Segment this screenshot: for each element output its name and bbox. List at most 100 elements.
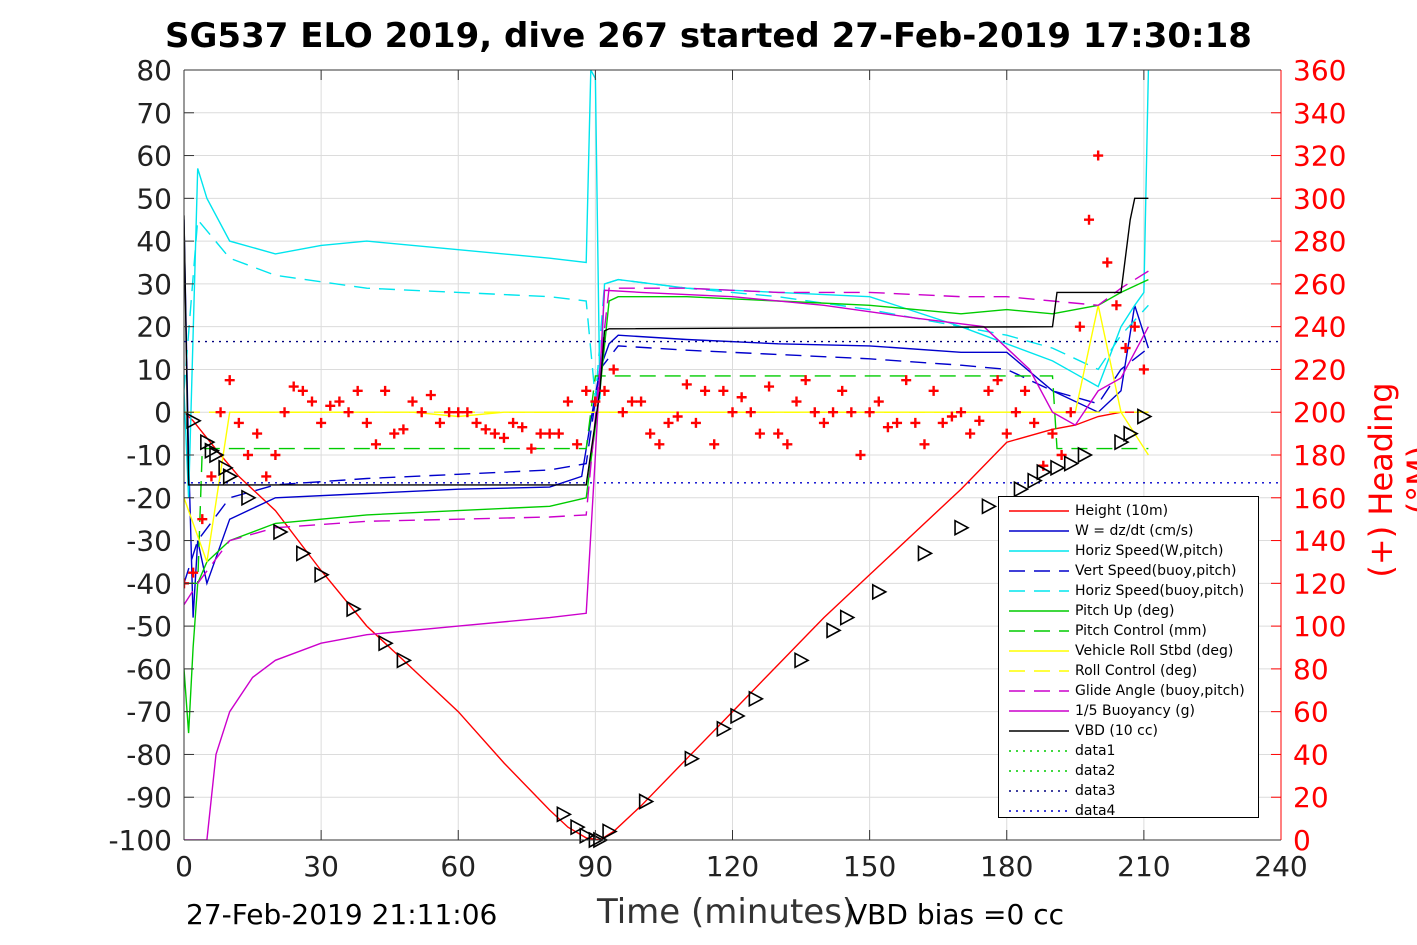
heading-point [937, 417, 948, 428]
heading-point [882, 422, 893, 433]
heading-point [818, 417, 829, 428]
heading-point [983, 385, 994, 396]
x-tick-label: 210 [1117, 850, 1170, 883]
heading-point [453, 407, 464, 418]
heading-point [974, 415, 985, 426]
y2-tick-label: 0 [1293, 824, 1311, 857]
heading-point [581, 385, 592, 396]
height-marker [826, 622, 842, 639]
legend-label: VBD (10 cc) [1075, 723, 1158, 739]
heading-point [288, 381, 299, 392]
y2-tick-label: 140 [1293, 525, 1346, 558]
height-marker [730, 707, 746, 725]
heading-point [553, 428, 564, 439]
heading-point [215, 407, 226, 418]
y2-tick-label: 220 [1293, 353, 1346, 386]
heading-point [663, 417, 674, 428]
legend-label: Roll Control (deg) [1075, 663, 1198, 679]
height-marker [314, 566, 330, 584]
height-marker [296, 545, 312, 562]
series-horiz-speed-buoy-pitch [184, 217, 1149, 400]
legend-label: Horiz Speed(buoy,pitch) [1075, 583, 1245, 599]
height-marker [684, 750, 701, 768]
y2-tick-label: 20 [1293, 781, 1329, 814]
x-tick-label: 120 [706, 850, 759, 883]
legend-label: data3 [1075, 783, 1116, 799]
legend-item: VBD (10 cc) [999, 721, 1258, 741]
heading-point [837, 385, 848, 396]
y-tick-label: -50 [126, 610, 172, 643]
height-marker [1123, 425, 1139, 442]
heading-point [526, 443, 537, 454]
heading-point [864, 407, 875, 418]
heading-point [782, 439, 793, 450]
heading-point [1065, 407, 1076, 418]
y2-tick-label: 280 [1293, 225, 1346, 258]
x-axis-label: Time (minutes) [597, 892, 856, 932]
height-marker [1077, 446, 1094, 464]
height-marker [1027, 472, 1043, 490]
height-marker [1063, 455, 1080, 472]
vbd-bias-label: VBD bias =0 cc [848, 898, 1064, 931]
height-marker [981, 497, 998, 515]
heading-point [261, 471, 272, 482]
heading-point [498, 432, 509, 443]
height-marker [396, 651, 413, 669]
heading-point [398, 424, 409, 435]
heading-point [462, 407, 473, 418]
y2-tick-label: 40 [1293, 738, 1329, 771]
height-markers [186, 408, 1153, 849]
series-vbd-10-cc [184, 197, 1149, 486]
heading-point [306, 396, 317, 407]
heading-point [1001, 428, 1012, 439]
y-tick-label: 0 [154, 396, 172, 429]
heading-point [745, 407, 756, 418]
legend-swatch [1009, 790, 1069, 792]
x-tick-label: 0 [175, 850, 193, 883]
x-tick-label: 150 [843, 850, 896, 883]
heading-point [791, 396, 802, 407]
heading-point [1138, 364, 1149, 375]
legend-swatch [1009, 730, 1069, 732]
heading-point [690, 417, 701, 428]
heading-point [1120, 343, 1131, 354]
heading-point [956, 407, 967, 418]
heading-point [1129, 321, 1140, 332]
heading-point [910, 417, 921, 428]
y2-tick-label: 320 [1293, 140, 1346, 173]
height-marker [1114, 433, 1130, 451]
heading-point [444, 407, 455, 418]
heading-point [709, 439, 720, 450]
heading-point [544, 428, 555, 439]
legend-item: data3 [999, 781, 1258, 801]
heading-point [700, 385, 711, 396]
heading-point [928, 385, 939, 396]
y2-tick-label: 100 [1293, 610, 1346, 643]
legend-label: data1 [1075, 743, 1116, 759]
heading-series [184, 150, 1149, 589]
heading-point [325, 400, 336, 411]
y-tick-label: 20 [136, 311, 172, 344]
y2-tick-label: 180 [1293, 439, 1346, 472]
y-tick-label: 50 [136, 182, 172, 215]
height-marker [1036, 463, 1053, 481]
legend-swatch [1009, 550, 1069, 552]
heading-point [1020, 385, 1031, 396]
heading-point [361, 417, 372, 428]
y-tick-label: -30 [126, 525, 172, 558]
height-marker [748, 690, 765, 708]
height-marker [638, 793, 655, 810]
heading-point [1074, 321, 1085, 332]
y-tick-label: 80 [136, 54, 172, 87]
y-tick-label: 30 [136, 268, 172, 301]
heading-point [1047, 428, 1058, 439]
heading-point [270, 450, 281, 460]
heading-point [1102, 257, 1113, 268]
heading-point [946, 411, 957, 422]
heading-point [1093, 150, 1104, 161]
heading-point [224, 375, 235, 386]
legend-item: Pitch Control (mm) [999, 621, 1258, 641]
heading-point [252, 428, 263, 439]
legend: Height (10m) W = dz/dt (cm/s) Horiz Speed(… [998, 496, 1259, 819]
heading-point [489, 428, 500, 439]
